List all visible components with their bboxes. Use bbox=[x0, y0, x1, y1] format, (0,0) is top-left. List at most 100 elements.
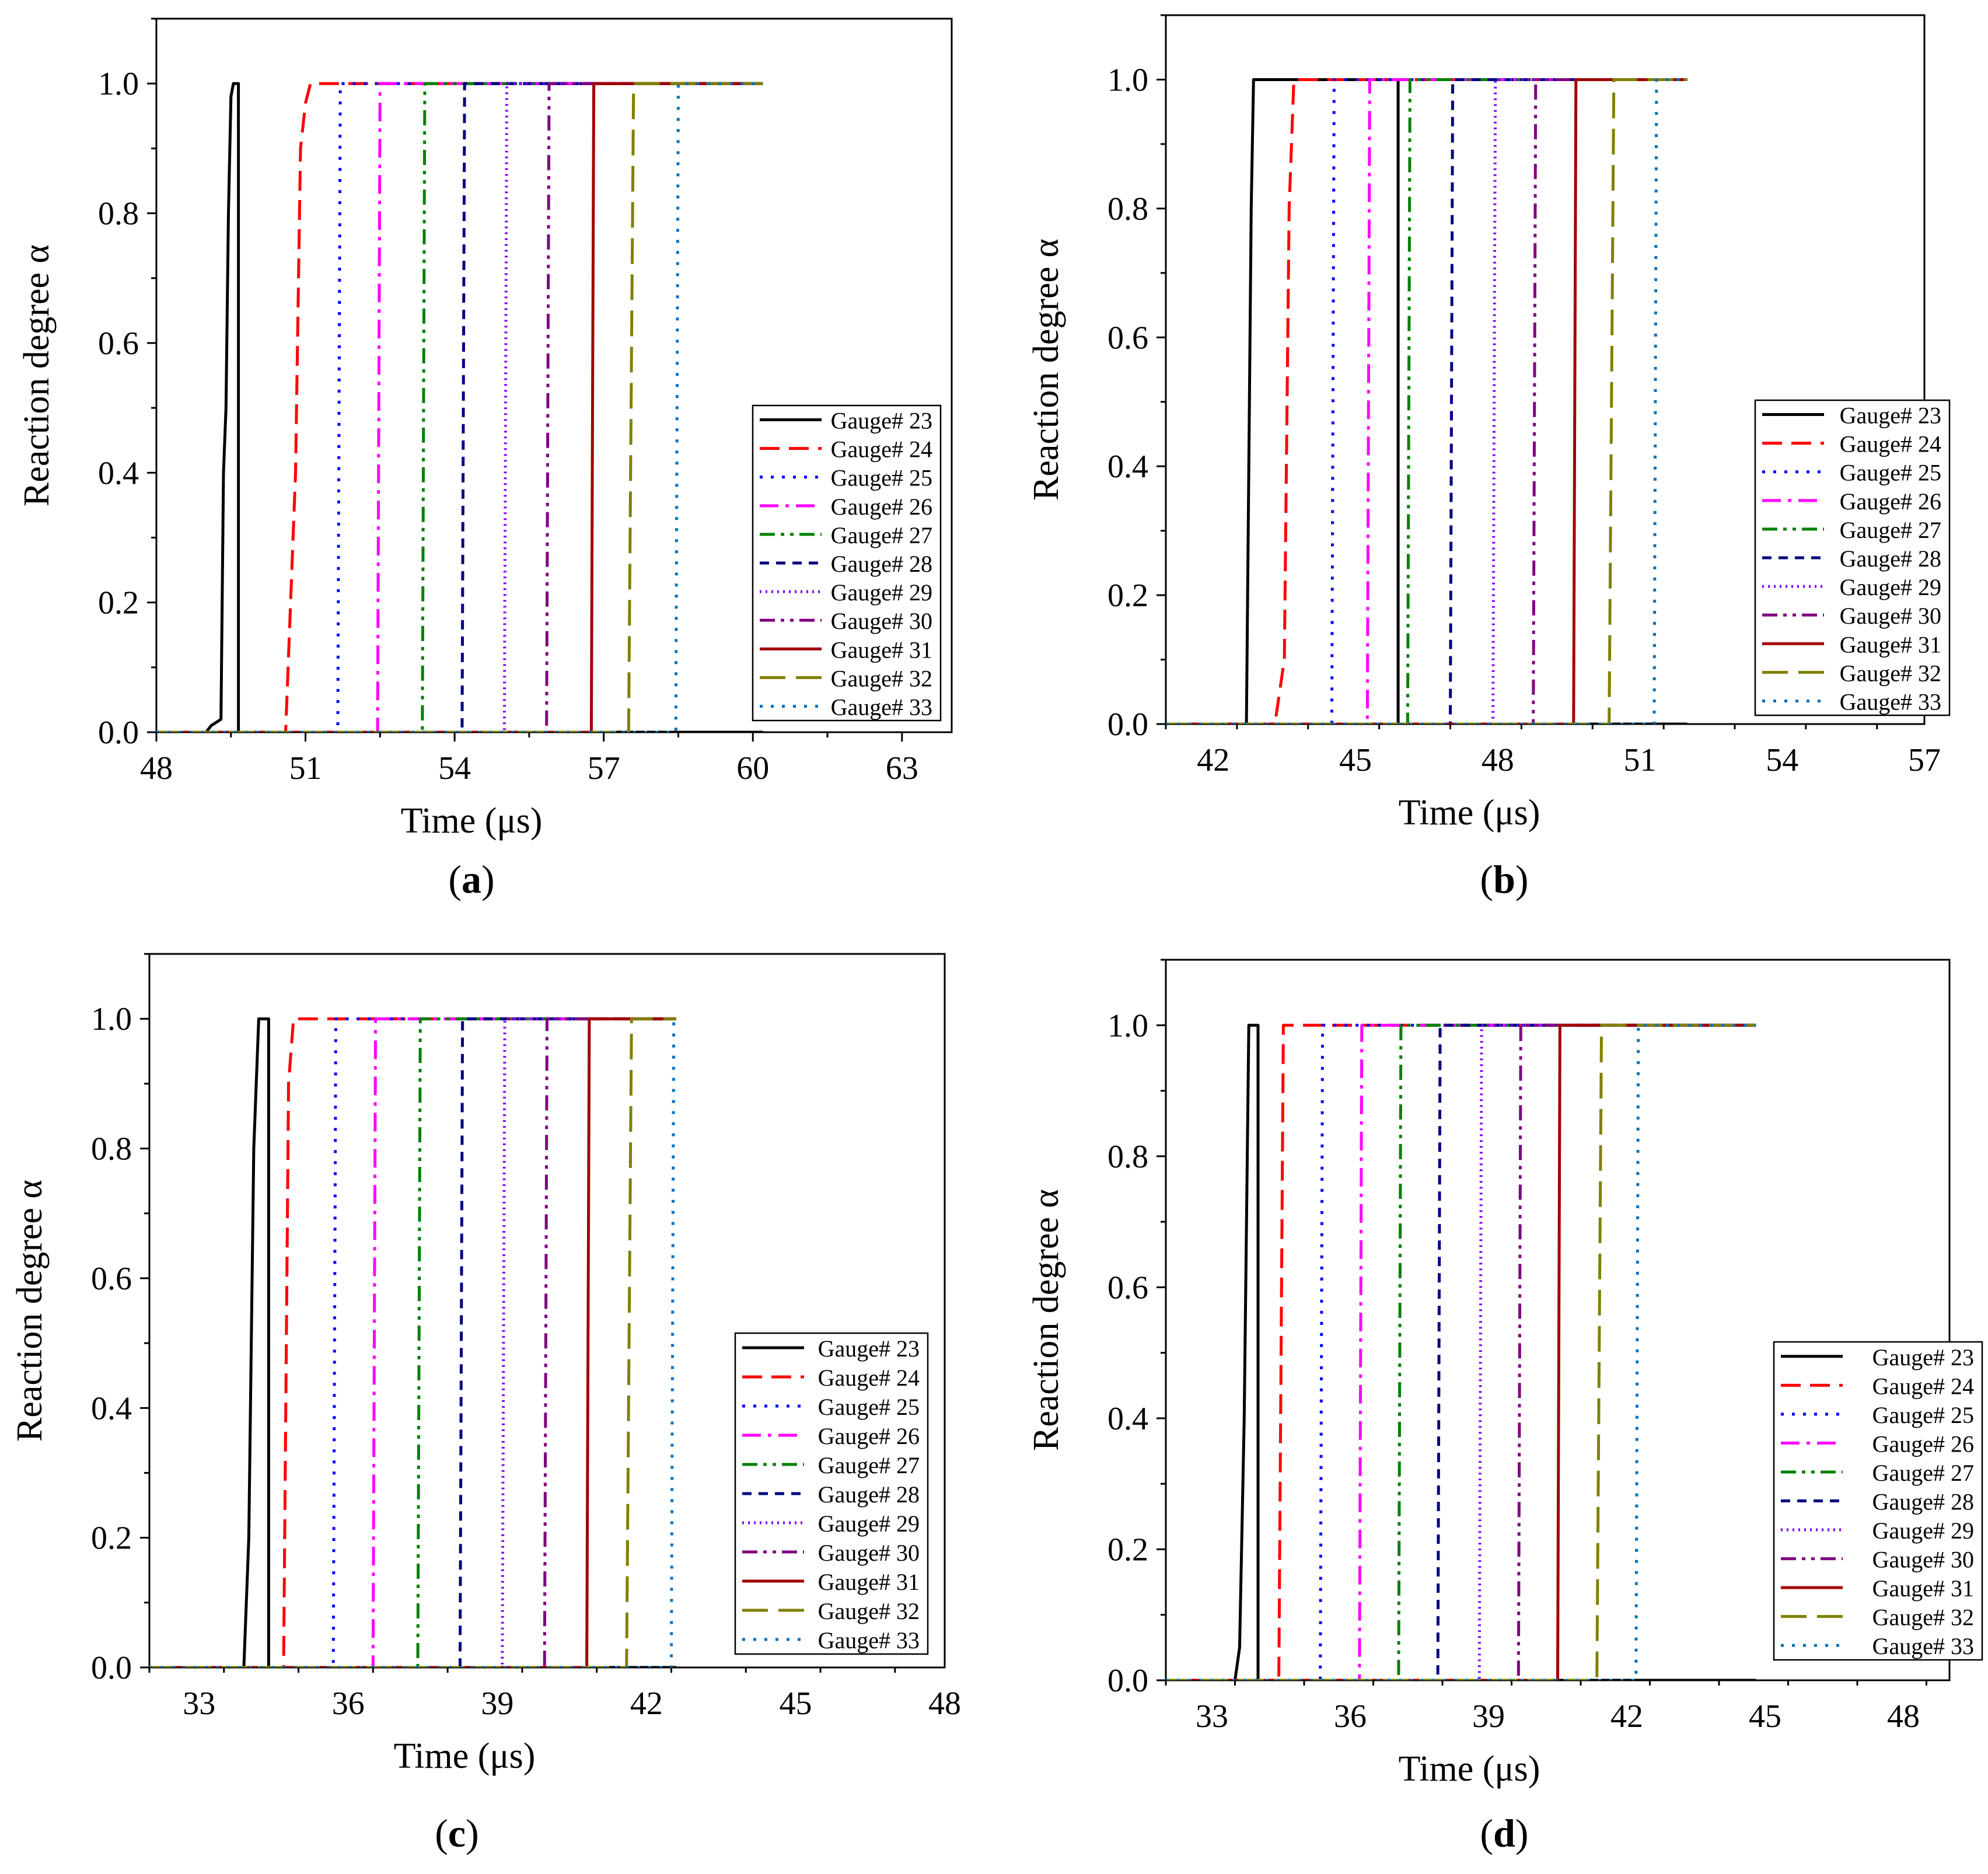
series-line-gauge-24 bbox=[1166, 78, 1687, 724]
series-line-gauge-26 bbox=[1166, 1023, 1756, 1680]
legend-label-gauge-33: Gauge# 33 bbox=[831, 694, 932, 720]
panel-label: (b) bbox=[1480, 857, 1528, 901]
series-line-gauge-33 bbox=[156, 82, 763, 732]
x-tick-label: 48 bbox=[928, 1686, 961, 1722]
legend-label-gauge-25: Gauge# 25 bbox=[1872, 1402, 1974, 1428]
x-tick-label: 48 bbox=[140, 750, 173, 786]
legend-label-gauge-31: Gauge# 31 bbox=[1840, 631, 1941, 658]
series-line-gauge-24 bbox=[1166, 1023, 1756, 1680]
series-line-gauge-29 bbox=[149, 1017, 676, 1667]
series-group bbox=[1166, 1023, 1756, 1680]
legend-label-gauge-24: Gauge# 24 bbox=[831, 436, 932, 463]
y-tick-label: 0.8 bbox=[1107, 191, 1148, 227]
x-tick-label: 42 bbox=[1197, 742, 1229, 778]
series-line-gauge-32 bbox=[1166, 1023, 1756, 1680]
legend-label-gauge-33: Gauge# 33 bbox=[1872, 1633, 1974, 1659]
series-line-gauge-25 bbox=[1166, 1023, 1756, 1680]
series-line-gauge-26 bbox=[156, 82, 763, 732]
legend-label-gauge-23: Gauge# 23 bbox=[818, 1335, 920, 1362]
legend-label-gauge-29: Gauge# 29 bbox=[831, 579, 932, 606]
x-tick-label: 39 bbox=[1472, 1698, 1505, 1735]
series-line-gauge-27 bbox=[149, 1017, 676, 1667]
legend-label-gauge-30: Gauge# 30 bbox=[831, 608, 932, 634]
panel-label-letter: a bbox=[462, 857, 481, 901]
legend-box bbox=[1773, 1341, 1983, 1661]
y-axis-title: Reaction degree α bbox=[10, 1180, 50, 1442]
series-line-gauge-30 bbox=[1166, 1023, 1756, 1680]
series-group bbox=[1166, 78, 1687, 724]
x-axis-title: Time (μs) bbox=[394, 1736, 536, 1776]
y-tick-label: 0.6 bbox=[1107, 320, 1148, 356]
panel-label-open: ( bbox=[435, 1811, 448, 1855]
y-tick-label: 1.0 bbox=[91, 1001, 132, 1037]
legend-label-gauge-25: Gauge# 25 bbox=[818, 1394, 920, 1420]
y-tick-label: 0.2 bbox=[98, 585, 139, 621]
legend-label-gauge-27: Gauge# 27 bbox=[1840, 517, 1941, 543]
x-tick-label: 57 bbox=[1908, 742, 1941, 778]
series-line-gauge-26 bbox=[149, 1017, 676, 1667]
panel-label-open: ( bbox=[1480, 857, 1493, 901]
series-line-gauge-32 bbox=[149, 1017, 676, 1667]
panel-label: (c) bbox=[435, 1811, 479, 1855]
series-line-gauge-30 bbox=[149, 1017, 676, 1667]
legend-label-gauge-30: Gauge# 30 bbox=[1872, 1547, 1974, 1573]
legend-label-gauge-29: Gauge# 29 bbox=[1840, 574, 1941, 600]
y-tick-label: 0.6 bbox=[91, 1261, 132, 1297]
series-line-gauge-28 bbox=[1166, 78, 1687, 724]
legend-label-gauge-26: Gauge# 26 bbox=[1840, 488, 1941, 515]
panel-label-letter: d bbox=[1493, 1811, 1515, 1855]
y-tick-label: 0.8 bbox=[91, 1131, 132, 1167]
panel-label-open: ( bbox=[1480, 1811, 1493, 1855]
legend-label-gauge-26: Gauge# 26 bbox=[1872, 1431, 1974, 1457]
x-tick-label: 54 bbox=[438, 750, 471, 786]
panel-label: (a) bbox=[448, 857, 494, 901]
series-line-gauge-23 bbox=[156, 82, 763, 732]
series-line-gauge-28 bbox=[1166, 1023, 1756, 1680]
x-tick-label: 54 bbox=[1766, 742, 1798, 778]
y-axis-title: Reaction degree α bbox=[1026, 239, 1066, 501]
chart-panel-3: 33 36 39 42 45 48 0.0 0.2 0.4 0.6 0.8 1.0 Time (μs) R… bbox=[1026, 959, 1983, 1855]
x-tick-label: 42 bbox=[630, 1686, 663, 1722]
y-tick-label: 0.2 bbox=[91, 1520, 132, 1557]
panel-label: (d) bbox=[1480, 1811, 1528, 1855]
x-tick-label: 63 bbox=[886, 750, 918, 786]
y-tick-label: 0.2 bbox=[1107, 578, 1148, 614]
series-line-gauge-33 bbox=[1166, 1023, 1756, 1680]
y-tick-label: 1.0 bbox=[1107, 1008, 1148, 1044]
x-tick-label: 36 bbox=[332, 1686, 365, 1722]
panel-label-letter: c bbox=[448, 1811, 466, 1855]
series-line-gauge-24 bbox=[156, 82, 763, 732]
chart-panel-1: 42 45 48 51 54 57 0.0 0.2 0.4 0.6 0.8 1.0 Time (μs) R… bbox=[1026, 14, 1951, 901]
panel-label-close: ) bbox=[466, 1811, 479, 1855]
x-tick-label: 36 bbox=[1334, 1698, 1367, 1735]
series-line-gauge-28 bbox=[156, 82, 763, 732]
y-axis-title: Reaction degree α bbox=[1026, 1189, 1066, 1451]
legend-label-gauge-23: Gauge# 23 bbox=[1840, 403, 1941, 429]
x-tick-label: 45 bbox=[1339, 742, 1372, 778]
series-line-gauge-25 bbox=[1166, 78, 1687, 724]
series-line-gauge-31 bbox=[1166, 78, 1687, 724]
legend-label-gauge-30: Gauge# 30 bbox=[1840, 603, 1941, 629]
x-tick-label: 33 bbox=[183, 1686, 215, 1722]
series-line-gauge-24 bbox=[149, 1017, 676, 1667]
series-line-gauge-25 bbox=[149, 1017, 676, 1667]
y-tick-label: 1.0 bbox=[1107, 62, 1148, 98]
y-tick-label: 0.4 bbox=[98, 455, 139, 491]
series-line-gauge-32 bbox=[156, 82, 763, 732]
legend-label-gauge-28: Gauge# 28 bbox=[831, 551, 932, 577]
x-tick-label: 51 bbox=[1624, 742, 1657, 778]
legend-label-gauge-33: Gauge# 33 bbox=[1840, 688, 1941, 715]
legend-label-gauge-26: Gauge# 26 bbox=[831, 494, 932, 520]
series-line-gauge-26 bbox=[1166, 78, 1687, 724]
series-group bbox=[149, 1017, 676, 1667]
y-tick-label: 1.0 bbox=[98, 66, 139, 102]
x-axis-title: Time (μs) bbox=[1399, 1749, 1540, 1789]
x-tick-label: 45 bbox=[1749, 1698, 1781, 1735]
legend-label-gauge-33: Gauge# 33 bbox=[818, 1627, 920, 1653]
legend-label-gauge-31: Gauge# 31 bbox=[818, 1569, 920, 1595]
